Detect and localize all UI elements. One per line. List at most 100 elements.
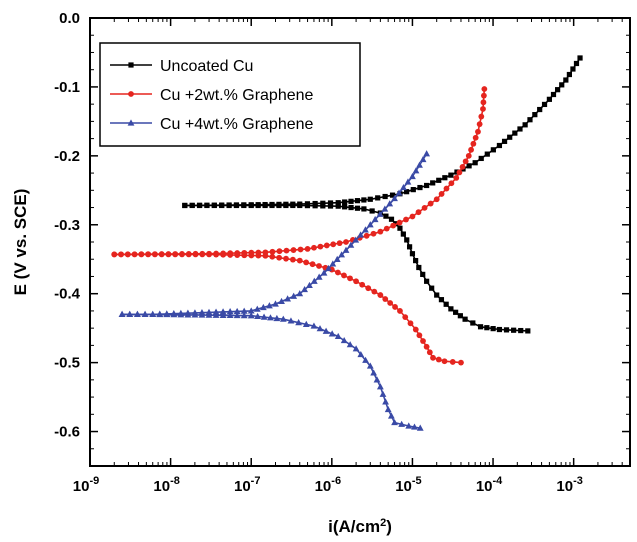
data-point-triangle — [267, 314, 274, 321]
data-point-triangle — [205, 308, 213, 315]
data-point-triangle — [260, 313, 268, 320]
data-point-circle — [441, 358, 448, 365]
data-point-circle — [289, 256, 296, 263]
data-point-circle — [283, 247, 290, 254]
data-point-square — [189, 202, 195, 208]
data-point-triangle — [347, 241, 355, 248]
data-point-circle — [392, 304, 398, 310]
data-point-square — [478, 155, 484, 162]
y-tick-label: -0.4 — [54, 286, 81, 303]
data-point-square — [348, 198, 354, 204]
data-point-circle — [453, 175, 460, 181]
data-point-circle — [421, 204, 428, 211]
data-point-circle — [227, 250, 234, 257]
data-point-circle — [124, 251, 131, 258]
data-point-triangle — [382, 398, 389, 405]
data-point-triangle — [219, 311, 227, 318]
data-point-circle — [334, 269, 341, 276]
data-point-circle — [480, 92, 487, 99]
data-point-triangle — [184, 309, 192, 316]
data-point-triangle — [191, 309, 199, 316]
data-point-circle — [220, 250, 227, 257]
data-point-circle — [290, 247, 297, 253]
data-point-square — [484, 325, 490, 331]
data-point-circle — [343, 239, 349, 245]
data-point-circle — [262, 249, 269, 256]
data-point-triangle — [219, 308, 227, 315]
data-point-circle — [412, 326, 419, 333]
x-axis-title-main: i(A/cm — [328, 517, 380, 536]
x-tick-label-exp: -6 — [331, 475, 341, 487]
data-point-square — [496, 142, 503, 149]
data-point-triangle — [272, 300, 279, 307]
data-point-triangle — [284, 295, 292, 302]
data-point-circle — [449, 359, 456, 365]
y-tick-label: 0.0 — [59, 10, 80, 27]
data-point-circle — [476, 121, 483, 128]
data-point-triangle — [416, 161, 423, 168]
x-axis-title-tail: ) — [386, 517, 392, 536]
data-point-circle — [402, 314, 409, 321]
data-point-square — [219, 202, 225, 208]
data-point-circle — [438, 191, 445, 197]
data-point-square — [327, 203, 334, 209]
data-point-square — [335, 203, 341, 209]
data-point-circle — [192, 250, 199, 257]
data-point-triangle — [149, 310, 157, 317]
data-point-circle — [363, 232, 370, 239]
data-point-square — [490, 147, 496, 153]
data-point-triangle — [384, 405, 392, 413]
data-point-circle — [111, 251, 118, 258]
data-point-triangle — [279, 315, 287, 322]
data-point-circle — [365, 285, 372, 292]
data-point-circle — [377, 228, 384, 235]
data-point-square — [462, 316, 468, 322]
data-point-square — [196, 202, 203, 208]
data-point-square — [320, 200, 326, 206]
x-tick-label-base: 10 — [315, 478, 332, 495]
data-point-triangle — [357, 350, 365, 358]
x-tick-label-exp: -7 — [251, 475, 261, 487]
data-point-square — [537, 106, 543, 113]
data-point-circle — [172, 251, 179, 257]
data-point-triangle — [412, 167, 420, 174]
data-point-square — [342, 204, 348, 210]
data-point-square — [522, 122, 528, 128]
data-point-triangle — [233, 311, 241, 319]
data-point-circle — [470, 140, 477, 147]
data-point-square — [466, 163, 472, 169]
data-point-triangle — [386, 200, 394, 207]
data-point-circle — [317, 243, 324, 250]
data-point-circle — [241, 249, 248, 256]
data-point-triangle — [290, 292, 298, 299]
data-point-square — [369, 208, 375, 214]
data-point-triangle — [127, 119, 135, 126]
legend-label: Cu +2wt.% Graphene — [160, 87, 314, 104]
data-point-triangle — [302, 320, 310, 327]
legend-label: Cu +4wt.% Graphene — [160, 116, 314, 133]
data-point-triangle — [306, 281, 313, 289]
data-point-square — [262, 201, 268, 208]
data-point-circle — [427, 200, 434, 207]
data-point-square — [335, 200, 341, 206]
data-point-square — [404, 189, 410, 195]
data-point-square — [507, 134, 513, 140]
data-point-triangle — [370, 369, 378, 376]
x-tick-label-base: 10 — [153, 478, 170, 495]
data-point-triangle — [340, 336, 348, 344]
data-point-square — [470, 320, 476, 326]
x-tick-label-base: 10 — [395, 478, 412, 495]
data-point-triangle — [387, 412, 395, 419]
y-axis-title: E (V vs. SCE) — [11, 189, 30, 296]
data-point-square — [477, 324, 484, 330]
x-tick-label: 10-3 — [556, 475, 582, 495]
data-point-circle — [382, 296, 389, 302]
legend-label: Uncoated Cu — [160, 58, 253, 75]
data-point-triangle — [315, 273, 323, 280]
data-point-circle — [475, 128, 481, 135]
x-tick-label-exp: -4 — [493, 475, 504, 487]
data-point-square — [342, 199, 348, 205]
data-point-triangle — [328, 330, 336, 337]
data-point-square — [546, 96, 552, 102]
data-point-square — [559, 82, 565, 88]
